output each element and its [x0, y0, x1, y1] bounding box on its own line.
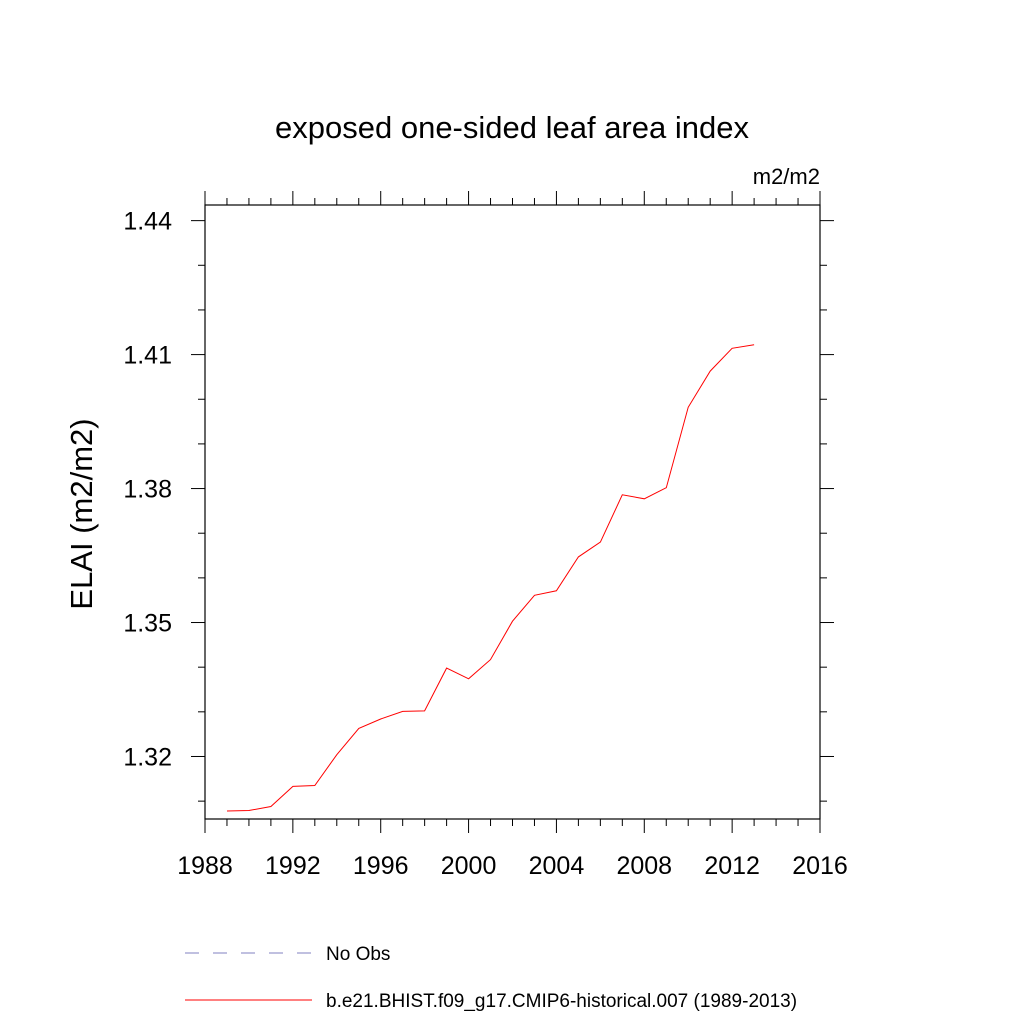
x-tick-label: 1992 — [265, 852, 321, 880]
x-tick-label: 2016 — [792, 852, 848, 880]
units-label: m2/m2 — [753, 164, 820, 189]
y-tick-labels: 1.32 1.35 1.38 1.41 1.44 — [123, 208, 172, 772]
y-tick-label: 1.32 — [123, 743, 172, 771]
y-tick-label: 1.44 — [123, 208, 172, 236]
legend-entry: No Obs — [326, 944, 390, 965]
y-tick-label: 1.35 — [123, 610, 172, 638]
y-tick-label: 1.38 — [123, 476, 172, 504]
y-tick-label: 1.41 — [123, 342, 172, 370]
series-line-1 — [226, 344, 755, 812]
chart-title: exposed one-sided leaf area index — [275, 110, 749, 145]
legend: No Obs b.e21.BHIST.f09_g17.CMIP6-historic… — [185, 944, 797, 1012]
x-tick-labels: 1988 1992 1996 2000 2004 2008 2012 2016 — [177, 852, 848, 880]
x-tick-label: 1988 — [177, 852, 233, 880]
x-tick-label: 2004 — [529, 852, 585, 880]
plot-frame — [204, 204, 821, 820]
legend-entry: b.e21.BHIST.f09_g17.CMIP6-historical.007… — [326, 991, 797, 1012]
axis-ticks — [191, 191, 834, 833]
x-tick-label: 2000 — [441, 852, 497, 880]
x-tick-label: 1996 — [353, 852, 409, 880]
series-lines — [226, 344, 755, 812]
x-tick-label: 2008 — [616, 852, 672, 880]
x-tick-label: 2012 — [704, 852, 760, 880]
y-axis-label: ELAI (m2/m2) — [64, 418, 99, 609]
